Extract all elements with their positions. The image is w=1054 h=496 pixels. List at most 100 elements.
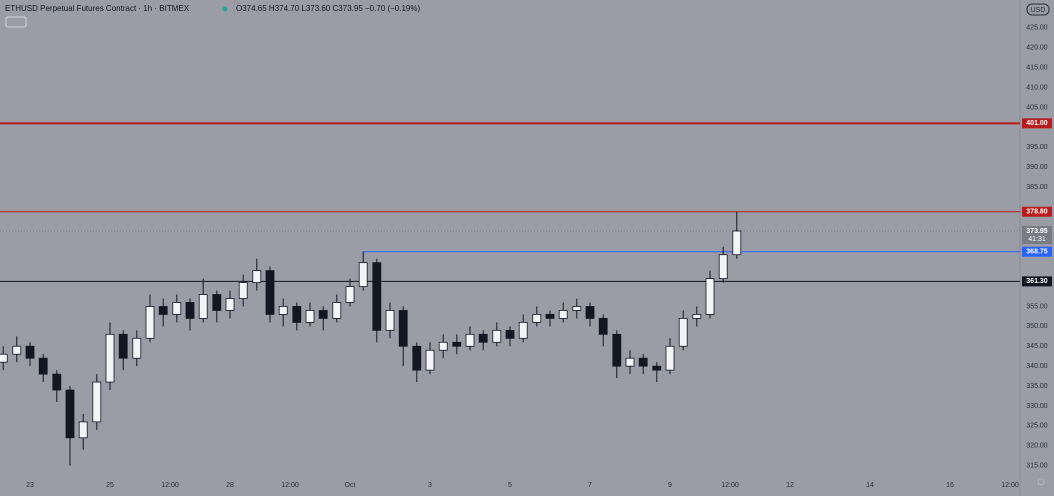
candle-body: [678, 317, 688, 347]
level-label: 361.30: [1026, 278, 1048, 285]
x-tick-label: 5: [508, 482, 512, 489]
candle-body: [438, 341, 448, 351]
candle-body: [225, 298, 235, 311]
level-label: 378.80: [1026, 209, 1048, 216]
countdown-label: 41:31: [1028, 236, 1046, 243]
candle-body: [518, 321, 528, 339]
y-tick-label: 330.00: [1026, 403, 1048, 410]
x-tick-label: 12:00: [161, 482, 179, 489]
collapse-button[interactable]: [5, 16, 27, 28]
candle-body: [105, 333, 115, 383]
candle-body: [545, 314, 555, 319]
chart-title: ETHUSD Perpetual Futures Contract · 1h ·…: [5, 4, 190, 13]
status-dot: [222, 6, 228, 12]
candle-body: [292, 306, 302, 323]
candle-body: [92, 381, 102, 423]
level-label-box: [1022, 206, 1052, 217]
candle-body: [65, 389, 75, 439]
candle-body: [78, 421, 88, 439]
candle-body: [252, 270, 262, 283]
x-tick-label: 7: [588, 482, 592, 489]
y-tick-label: 350.00: [1026, 323, 1048, 330]
candle-body: [385, 310, 395, 331]
x-tick-label: 23: [26, 482, 34, 489]
y-tick-label: 405.00: [1026, 104, 1048, 111]
ohlc-legend: O374.65 H374.70 L373.60 C373.95 −0.70 (−…: [236, 4, 420, 13]
y-tick-label: 410.00: [1026, 84, 1048, 91]
x-tick-label: 28: [226, 482, 234, 489]
x-tick-label: 12:00: [721, 482, 739, 489]
y-tick-label: 415.00: [1026, 65, 1048, 72]
candle-body: [38, 357, 48, 375]
candle-body: [705, 278, 715, 315]
candle-body: [572, 306, 582, 311]
x-tick-label: 14: [866, 482, 874, 489]
y-tick-label: 395.00: [1026, 144, 1048, 151]
candle-body: [398, 310, 408, 347]
y-tick-label: 345.00: [1026, 343, 1048, 350]
x-tick-label: 12:00: [1001, 482, 1019, 489]
candle-body: [452, 341, 462, 347]
candle-body: [665, 345, 675, 371]
last-price-label: 373.95: [1026, 228, 1048, 235]
settings-icon[interactable]: [1037, 478, 1045, 486]
candle-body: [172, 302, 182, 315]
candle-body: [12, 345, 22, 355]
level-label-box: [1022, 118, 1052, 129]
y-tick-label: 335.00: [1026, 383, 1048, 390]
x-tick-label: 3: [428, 482, 432, 489]
candle-body: [358, 262, 368, 287]
candle-body: [345, 286, 355, 303]
candle-body: [425, 349, 435, 371]
candle-body: [238, 282, 248, 299]
y-tick-label: 355.00: [1026, 303, 1048, 310]
y-tick-label: 315.00: [1026, 463, 1048, 470]
y-tick-label: 325.00: [1026, 423, 1048, 430]
candle-body: [625, 357, 635, 367]
candle-body: [132, 337, 142, 359]
candle-body: [265, 270, 275, 315]
candle-body: [0, 353, 8, 363]
y-tick-label: 425.00: [1026, 25, 1048, 32]
candle-body: [638, 357, 648, 367]
candle-body: [478, 333, 488, 343]
level-label-box: [1022, 246, 1052, 257]
x-tick-label: 16: [946, 482, 954, 489]
candle-body: [118, 333, 128, 359]
candle-body: [465, 333, 475, 347]
y-tick-label: 320.00: [1026, 443, 1048, 450]
candle-body: [198, 294, 208, 319]
currency-label[interactable]: USD: [1031, 7, 1046, 14]
candle-body: [598, 317, 608, 335]
candle-body: [652, 365, 662, 371]
candle-body: [692, 314, 702, 319]
x-tick-label: 25: [106, 482, 114, 489]
candle-body: [318, 310, 328, 319]
candle-body: [532, 314, 542, 323]
candle-body: [412, 345, 422, 371]
candle-body: [372, 262, 382, 331]
level-label: 368.75: [1026, 249, 1048, 256]
y-tick-label: 385.00: [1026, 184, 1048, 191]
x-tick-label: 12:00: [281, 482, 299, 489]
candle-body: [612, 333, 622, 367]
level-label: 401.00: [1026, 120, 1048, 127]
candle-body: [332, 302, 342, 319]
y-tick-label: 340.00: [1026, 363, 1048, 370]
currency-button[interactable]: [1026, 3, 1050, 16]
candle-body: [585, 306, 595, 319]
x-tick-label: Oct: [345, 482, 356, 489]
x-tick-label: 9: [668, 482, 672, 489]
candle-body: [212, 294, 222, 311]
candle-body: [25, 345, 35, 359]
candle-body: [492, 329, 502, 343]
candle-body: [732, 230, 742, 256]
last-price-box: [1022, 226, 1052, 245]
candle-body: [145, 306, 155, 339]
candle-body: [52, 373, 62, 391]
candle-body: [505, 329, 515, 339]
candle-body: [558, 310, 568, 319]
